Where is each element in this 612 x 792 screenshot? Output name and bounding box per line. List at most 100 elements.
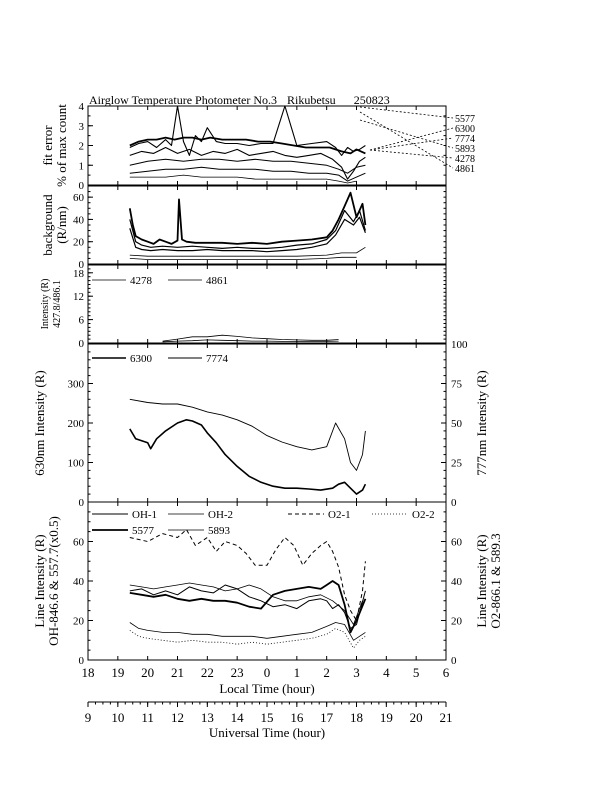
legend-label-7774: 7774 (455, 134, 475, 145)
y-tick-label: 0 (79, 655, 85, 667)
legend-leader (369, 127, 454, 151)
series-line-5577 (129, 580, 367, 634)
y-axis-label: Intensity (R) (40, 279, 51, 330)
x-tick-label: 2 (323, 665, 330, 680)
y-axis-label: fit error (40, 125, 55, 166)
series-line-7774 (129, 146, 366, 180)
y-tick-label: 40 (73, 214, 85, 226)
legend-label-O2-1: O2-1 (328, 509, 351, 521)
legend-label-4278: 4278 (130, 275, 153, 287)
y-tick-label: 0 (79, 338, 85, 350)
y-right-tick-label: 40 (451, 576, 463, 588)
series-line-7774 (129, 398, 366, 471)
y-tick-label: 20 (73, 616, 85, 628)
y-tick-label: 12 (73, 291, 84, 303)
legend-label-6300: 6300 (130, 353, 153, 365)
y-axis-label: % of max count (54, 104, 69, 187)
y-axis-label: Line Intensity (R) (32, 534, 47, 627)
legend-leader (359, 106, 454, 119)
series-line-d (129, 246, 366, 257)
y-axis-label-right: O2-866.1 & 589.3 (488, 533, 503, 628)
panel-3: 0 6 12 18 Intensity (R) 427.8/486.1 4278 4861 (40, 264, 447, 350)
ut-tick-label: 12 (171, 710, 184, 725)
y-axis-label-right: Line Intensity (R) (474, 534, 489, 627)
panel-frame (87, 105, 447, 186)
y-tick-label: 0 (79, 497, 85, 509)
y-tick-label: 300 (68, 379, 85, 391)
y-tick-label: 100 (68, 458, 85, 470)
legend-label-4278: 4278 (455, 154, 475, 165)
series-line-5893 (129, 158, 366, 174)
series-line-c (129, 216, 366, 253)
series-line-4278 (162, 334, 339, 342)
legend-label-6300: 6300 (455, 124, 475, 135)
series-line-6300 (129, 136, 366, 155)
y-right-tick-label: 75 (451, 379, 463, 391)
series-line-a (128, 191, 367, 245)
y-tick-label: 4 (79, 101, 85, 113)
ut-tick-label: 10 (111, 710, 124, 725)
series-line-4278 (129, 166, 366, 182)
y-right-tick-label: 20 (451, 616, 463, 628)
legend-leader (369, 149, 454, 159)
x-tick-label: 19 (111, 665, 124, 680)
y-tick-label: 60 (73, 192, 85, 204)
y-right-tick-label: 0 (451, 497, 457, 509)
x-tick-label: 4 (383, 665, 390, 680)
x-tick-label: 1 (294, 665, 301, 680)
ut-tick-label: 9 (85, 710, 92, 725)
legend-label-5577: 5577 (455, 114, 475, 125)
y-tick-label: 1 (79, 160, 85, 172)
series-line-5893 (129, 622, 366, 641)
x-tick-label: 20 (141, 665, 154, 680)
panel-2: 0 20 40 60 background (R/nm) (40, 185, 447, 271)
series-line-5577 (129, 105, 366, 156)
panel-4: 0 100 200 300 0 25 50 75 100 630nm Intensity (R) 7… (32, 339, 489, 509)
ut-axis-label: Universal Time (hour) (209, 725, 325, 740)
ut-tick-label: 11 (141, 710, 154, 725)
x-tick-label: 3 (353, 665, 360, 680)
x-tick-label: 6 (443, 665, 450, 680)
panel-1: 0 1 2 3 4 fit error% of max count 557763007774… (40, 101, 475, 192)
chart-title: Airglow Temperature Photometer No.3 Rikub… (89, 93, 390, 107)
y-tick-label: 18 (73, 268, 85, 280)
y-right-tick-label: 100 (451, 339, 468, 351)
ut-tick-label: 21 (440, 710, 453, 725)
ut-tick-label: 15 (261, 710, 274, 725)
y-right-tick-label: 50 (451, 418, 463, 430)
x-tick-label: 0 (264, 665, 271, 680)
legend-label-4861: 4861 (455, 164, 475, 175)
x-tick-label: 5 (413, 665, 420, 680)
series-line-e (129, 256, 357, 260)
legend-leader (359, 119, 454, 149)
legend-label-O2-2: O2-2 (412, 509, 435, 521)
y-axis-label: background (40, 194, 55, 256)
ut-tick-label: 17 (320, 710, 334, 725)
y-axis-label: (R/nm) (54, 206, 69, 244)
panel-frame (87, 343, 447, 503)
ut-tick-label: 18 (350, 710, 363, 725)
y-axis-label: 630nm Intensity (R) (32, 370, 47, 475)
series-line-b (129, 209, 366, 249)
x-tick-label: 23 (231, 665, 244, 680)
ut-tick-label: 14 (231, 710, 245, 725)
y-right-tick-label: 25 (451, 458, 463, 470)
y-axis-label: OH-846.6 & 557.7(x0.5) (46, 516, 61, 646)
y-tick-label: 60 (73, 537, 85, 549)
series-line-o2-1 (129, 529, 366, 621)
y-tick-label: 0 (79, 180, 85, 192)
y-axis-label: 427.8/486.1 (52, 280, 63, 328)
y-right-tick-label: 60 (451, 537, 463, 549)
ut-tick-label: 13 (201, 710, 214, 725)
y-tick-label: 0 (79, 259, 85, 271)
legend-label-4861: 4861 (206, 275, 228, 287)
y-tick-label: 40 (73, 576, 85, 588)
x-tick-label: 22 (201, 665, 214, 680)
series-line-4861 (129, 174, 357, 184)
series-line-4861 (162, 339, 339, 343)
legend-label-5893: 5893 (455, 144, 475, 155)
y-tick-label: 200 (68, 418, 85, 430)
legend-label-7774: 7774 (206, 353, 229, 365)
